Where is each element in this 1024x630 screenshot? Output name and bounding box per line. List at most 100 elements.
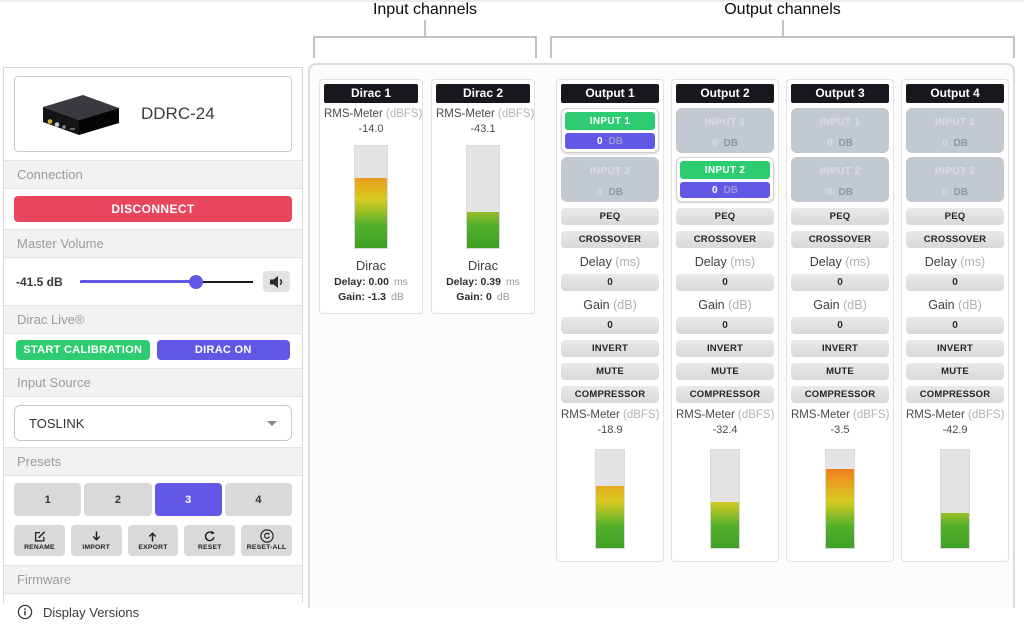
delay-label: Delay (ms) — [579, 255, 641, 269]
compressor-button[interactable]: COMPRESSOR — [791, 386, 889, 403]
dirac-on-button[interactable]: DIRAC ON — [156, 340, 290, 360]
route-input1-cell[interactable]: INPUT 1 0 DB — [906, 108, 1004, 153]
rename-button[interactable]: RENAME — [14, 525, 65, 556]
route-input2-cell[interactable]: INPUT 2 0 DB — [906, 157, 1004, 202]
route-input1-cell[interactable]: INPUT 1 0 DB — [676, 108, 774, 153]
peq-button[interactable]: PEQ — [906, 208, 1004, 225]
import-button[interactable]: IMPORT — [70, 525, 122, 556]
preset-button-2[interactable]: 2 — [84, 483, 152, 516]
preset-button-3[interactable]: 3 — [154, 483, 222, 516]
meter-mask — [355, 146, 387, 178]
output-channel-strip-2: Output 2 INPUT 1 0 DB INPUT 2 0 DB PEQ CRO… — [671, 79, 779, 562]
compressor-button[interactable]: COMPRESSOR — [561, 386, 659, 403]
route-input2-cell[interactable]: INPUT 2 0 DB — [561, 157, 659, 202]
crossover-button[interactable]: CROSSOVER — [906, 231, 1004, 248]
route-gain-button[interactable]: 0 DB — [711, 137, 738, 149]
route-gain-button[interactable]: 0 DB — [680, 182, 770, 198]
mute-button[interactable]: MUTE — [791, 363, 889, 380]
output-channel-strip-1: Output 1 INPUT 1 0 DB INPUT 2 0 DB PEQ CRO… — [556, 79, 664, 562]
arrow-down-icon — [92, 530, 100, 541]
invert-button[interactable]: INVERT — [906, 340, 1004, 357]
route-input-button[interactable]: INPUT 2 — [934, 165, 976, 177]
mute-button[interactable] — [263, 271, 290, 292]
rms-meter-value: -43.1 — [470, 123, 496, 135]
delay-label: Delay (ms) — [694, 255, 756, 269]
rms-meter-label: RMS-Meter (dBFS) — [791, 409, 890, 421]
rms-meter-label: RMS-Meter (dBFS) — [676, 409, 775, 421]
peq-button[interactable]: PEQ — [791, 208, 889, 225]
input-source-select[interactable]: TOSLINK — [14, 405, 292, 441]
master-volume-section-label: Master Volume — [4, 229, 302, 258]
route-gain-button[interactable]: 0 DB — [596, 186, 623, 198]
delay-input[interactable]: 0 — [561, 274, 659, 291]
crossover-button[interactable]: CROSSOVER — [676, 231, 774, 248]
route-input1-cell[interactable]: INPUT 1 0 DB — [791, 108, 889, 153]
compressor-button[interactable]: COMPRESSOR — [676, 386, 774, 403]
route-input-button[interactable]: INPUT 2 — [680, 161, 770, 179]
device-card: DDRC-24 — [14, 76, 292, 152]
delay-input[interactable]: 0 — [676, 274, 774, 291]
device-photo — [43, 95, 119, 135]
preset-button-1[interactable]: 1 — [14, 483, 82, 516]
peq-button[interactable]: PEQ — [561, 208, 659, 225]
rms-meter — [825, 449, 855, 549]
invert-button[interactable]: INVERT — [791, 340, 889, 357]
rms-meter-label: RMS-Meter (dBFS) — [436, 108, 535, 120]
volume-slider[interactable] — [80, 274, 253, 289]
route-gain-button[interactable]: 0 DB — [565, 133, 655, 149]
route-input2-cell[interactable]: INPUT 2 0 DB — [791, 157, 889, 202]
route-gain-button[interactable]: 0 DB — [826, 186, 853, 198]
channel-title: Output 1 — [561, 84, 659, 103]
disconnect-button[interactable]: DISCONNECT — [14, 196, 292, 222]
route-input-button[interactable]: INPUT 2 — [589, 165, 631, 177]
export-button[interactable]: EXPORT — [127, 525, 179, 556]
route-input-button[interactable]: INPUT 1 — [565, 112, 655, 130]
gain-input[interactable]: 0 — [791, 317, 889, 334]
peq-button[interactable]: PEQ — [676, 208, 774, 225]
route-input2-cell[interactable]: INPUT 2 0 DB — [676, 157, 774, 202]
compressor-button[interactable]: COMPRESSOR — [906, 386, 1004, 403]
meter-mask — [826, 450, 854, 469]
chevron-down-icon — [267, 420, 277, 426]
start-calibration-button[interactable]: START CALIBRATION — [16, 340, 150, 360]
delay-label: Delay (ms) — [809, 255, 871, 269]
bracket-stem — [781, 20, 784, 36]
bracket-arms — [550, 36, 1015, 58]
firmware-section-label: Firmware — [4, 565, 302, 594]
delay-input[interactable]: 0 — [791, 274, 889, 291]
mute-button[interactable]: MUTE — [676, 363, 774, 380]
preset-button-4[interactable]: 4 — [224, 483, 292, 516]
input-channels-label: Input channels — [372, 1, 478, 18]
route-input1-cell[interactable]: INPUT 1 0 DB — [561, 108, 659, 153]
output-channel-strip-3: Output 3 INPUT 1 0 DB INPUT 2 0 DB PEQ CRO… — [786, 79, 894, 562]
route-input-button[interactable]: INPUT 1 — [704, 116, 746, 128]
gain-input[interactable]: 0 — [561, 317, 659, 334]
route-gain-button[interactable]: 0 DB — [826, 137, 853, 149]
gain-input[interactable]: 0 — [676, 317, 774, 334]
crossover-button[interactable]: CROSSOVER — [791, 231, 889, 248]
invert-button[interactable]: INVERT — [676, 340, 774, 357]
rms-meter-value: -18.9 — [597, 424, 623, 436]
input-channel-strip-dirac2: Dirac 2 RMS-Meter (dBFS) -43.1 Dirac Del… — [431, 79, 535, 314]
route-gain-button[interactable]: 0 DB — [941, 186, 968, 198]
mute-button[interactable]: MUTE — [561, 363, 659, 380]
gain-input[interactable]: 0 — [906, 317, 1004, 334]
slider-thumb[interactable] — [188, 274, 203, 289]
rms-meter — [354, 145, 388, 249]
route-input-button[interactable]: INPUT 1 — [934, 116, 976, 128]
route-input-button[interactable]: INPUT 2 — [819, 165, 861, 177]
reset-all-button[interactable]: RESET-ALL — [241, 525, 292, 556]
mute-button[interactable]: MUTE — [906, 363, 1004, 380]
channel-info: Dirac Delay: 0.00 ms Gain: -1.3 dB — [324, 258, 418, 303]
rms-meter-value: -3.5 — [830, 424, 850, 436]
slider-fill — [80, 280, 196, 283]
delay-input[interactable]: 0 — [906, 274, 1004, 291]
route-input-button[interactable]: INPUT 1 — [819, 116, 861, 128]
invert-button[interactable]: INVERT — [561, 340, 659, 357]
channel-title: Output 3 — [791, 84, 889, 103]
input-channels-group: Dirac 1 RMS-Meter (dBFS) -14.0 Dirac Del… — [319, 79, 535, 314]
reset-button[interactable]: RESET — [184, 525, 236, 556]
crossover-button[interactable]: CROSSOVER — [561, 231, 659, 248]
route-gain-button[interactable]: 0 DB — [941, 137, 968, 149]
display-versions-row[interactable]: Display Versions — [4, 594, 302, 630]
